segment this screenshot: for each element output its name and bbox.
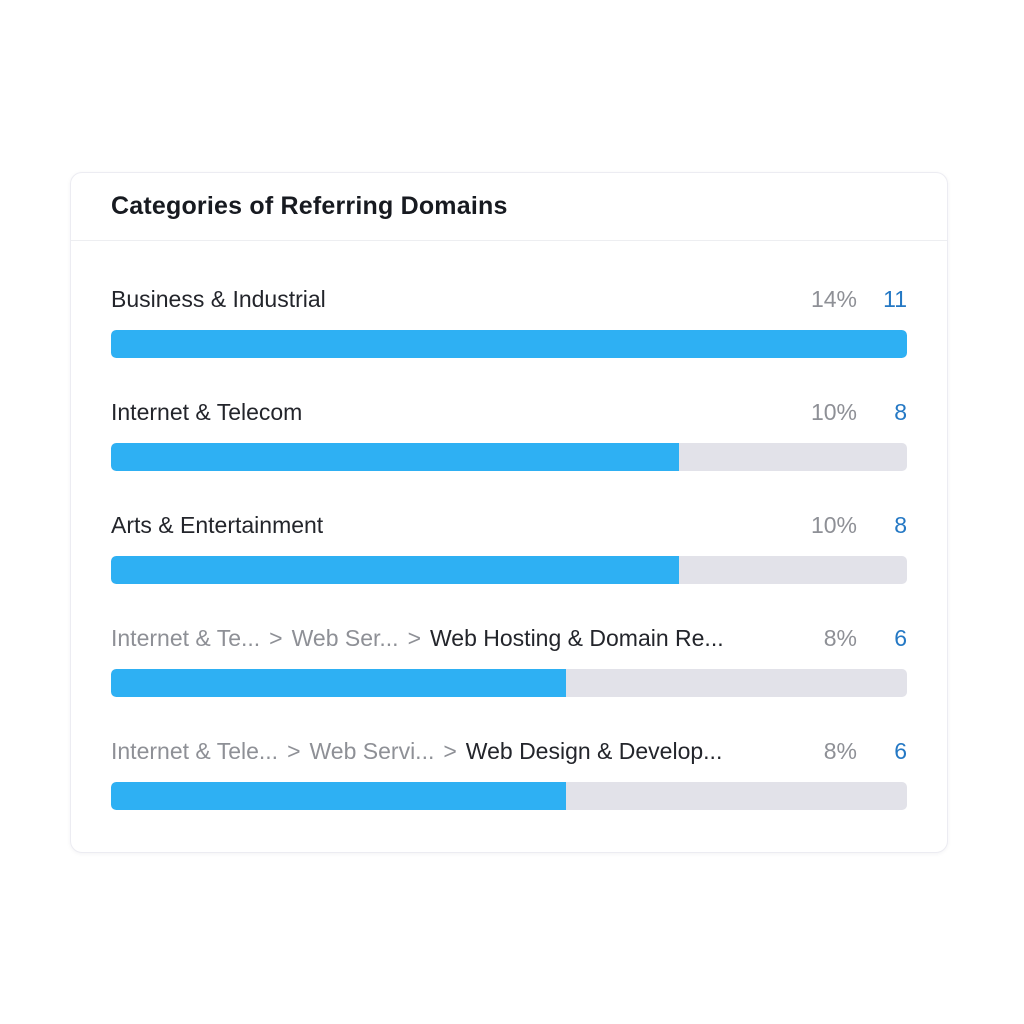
category-percent: 14% [810,286,857,312]
category-row: Internet & Te... > Web Ser... > Web Hosting … [111,622,907,697]
category-count-link[interactable]: 8 [894,512,907,538]
bar-track [111,330,907,358]
category-row-header: Internet & Te... > Web Ser... > Web Hosting … [111,622,907,654]
bar-track [111,443,907,471]
bar-track [111,556,907,584]
bar-fill [111,556,680,584]
category-segment: Web Ser... [291,625,399,651]
category-segment: Web Hosting & Domain Re... [430,625,724,651]
category-count-link[interactable]: 6 [894,625,907,651]
bar-track [111,782,907,810]
category-segment: Arts & Entertainment [111,512,324,538]
bar-fill [111,669,566,697]
category-label: Business & Industrial [111,283,789,315]
breadcrumb-separator: > [287,738,301,764]
category-label: Arts & Entertainment [111,509,789,541]
category-percent: 8% [823,625,857,651]
category-count-link[interactable]: 6 [894,738,907,764]
category-row-header: Internet & Tele... > Web Servi... > Web Desi… [111,735,907,767]
category-segment: Internet & Tele... [111,738,279,764]
category-row-header: Business & Industrial 14% 11 [111,283,907,315]
category-segment: Web Servi... [309,738,435,764]
category-segment: Web Design & Develop... [465,738,723,764]
bar-track [111,669,907,697]
category-segment: Internet & Te... [111,625,261,651]
category-segment: Internet & Telecom [111,399,303,425]
breadcrumb-separator: > [443,738,457,764]
category-row-header: Arts & Entertainment 10% 8 [111,509,907,541]
breadcrumb-separator: > [407,625,422,651]
category-label: Internet & Te... > Web Ser... > Web Hosting … [111,622,789,654]
bar-fill [111,443,680,471]
breadcrumb-separator: > [269,625,283,651]
category-row: Internet & Telecom 10% 8 [111,396,907,471]
category-count-link[interactable]: 11 [883,286,907,312]
card-header: Categories of Referring Domains [71,173,947,241]
referring-domains-card: Categories of Referring Domains Business… [70,172,948,853]
category-row-header: Internet & Telecom 10% 8 [111,396,907,428]
category-rows: Business & Industrial 14% 11 Internet & … [71,241,947,810]
category-percent: 10% [810,512,857,538]
category-row: Internet & Tele... > Web Servi... > Web Desi… [111,735,907,810]
category-percent: 8% [823,738,857,764]
bar-fill [111,782,566,810]
category-row: Business & Industrial 14% 11 [111,283,907,358]
category-segment: Business & Industrial [111,286,326,312]
card-title: Categories of Referring Domains [111,192,508,220]
category-count-link[interactable]: 8 [894,399,907,425]
category-percent: 10% [810,399,857,425]
category-label: Internet & Telecom [111,396,789,428]
category-row: Arts & Entertainment 10% 8 [111,509,907,584]
bar-fill [111,330,907,358]
category-label: Internet & Tele... > Web Servi... > Web Desi… [111,735,789,767]
